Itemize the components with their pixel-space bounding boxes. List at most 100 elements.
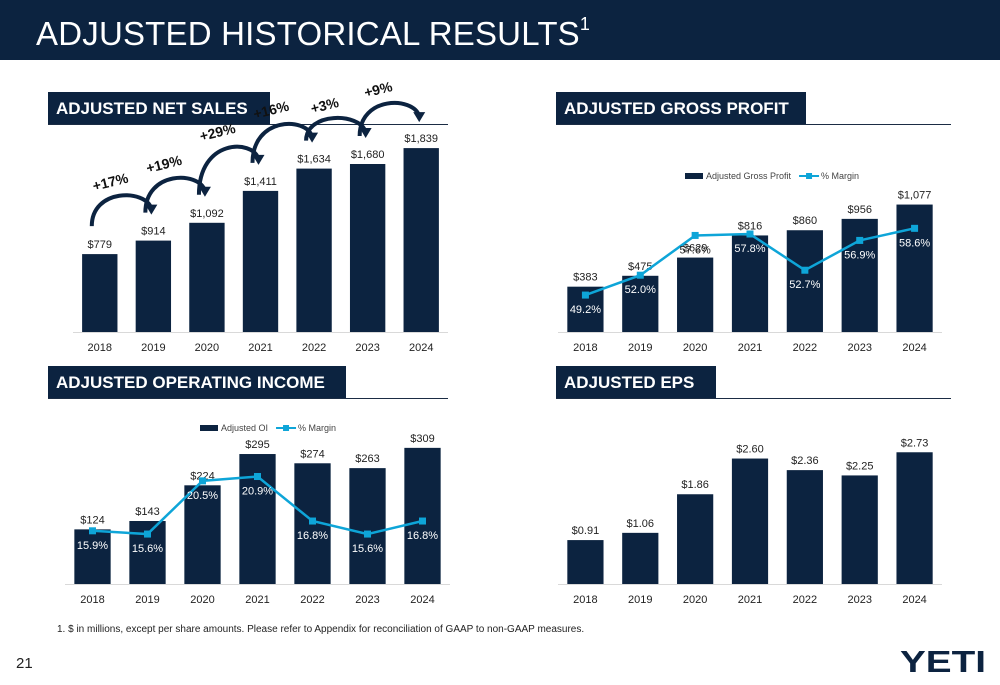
bar-2023 bbox=[841, 475, 878, 584]
margin-point-2022 bbox=[309, 517, 316, 525]
x-tick-label-2023: 2023 bbox=[847, 342, 871, 354]
bar-value-label-2024: $1,077 bbox=[898, 190, 932, 202]
net-sales-header: ADJUSTED NET SALES bbox=[48, 92, 270, 125]
x-tick-label-2023: 2023 bbox=[355, 342, 379, 354]
bar-value-label-2021: $295 bbox=[245, 439, 269, 451]
title-bar: ADJUSTED HISTORICAL RESULTS1 bbox=[0, 0, 1000, 60]
growth-arrowhead-2020 bbox=[198, 186, 211, 197]
margin-label-2024: 58.6% bbox=[899, 237, 930, 249]
x-tick-label-2021: 2021 bbox=[248, 342, 272, 354]
margin-point-2023 bbox=[364, 530, 371, 538]
bar-value-label-2023: $2.25 bbox=[846, 460, 874, 472]
title-footnote-marker: 1 bbox=[579, 14, 591, 34]
bar-value-label-2021: $1,411 bbox=[244, 176, 277, 188]
x-tick-label-2021: 2021 bbox=[738, 594, 762, 606]
x-tick-label-2022: 2022 bbox=[302, 342, 326, 354]
margin-label-2019: 15.6% bbox=[132, 543, 163, 555]
x-tick-label-2022: 2022 bbox=[793, 594, 817, 606]
eps-chart: $0.91 2018 $1.06 2019 $1.86 2020 $2.60 2021 $2.3… bbox=[558, 437, 942, 606]
bar-value-label-2020: $629 bbox=[683, 243, 707, 255]
bar-value-label-2024: $309 bbox=[410, 433, 434, 445]
margin-label-2024: 16.8% bbox=[407, 530, 438, 542]
x-tick-label-2020: 2020 bbox=[195, 342, 219, 354]
bar-value-label-2022: $860 bbox=[793, 215, 817, 227]
bar-value-label-2021: $816 bbox=[738, 220, 762, 232]
footnote: 1. $ in millions, except per share amoun… bbox=[57, 624, 585, 635]
yeti-logo-text: YETI bbox=[900, 644, 986, 676]
page-number: 21 bbox=[16, 655, 33, 672]
x-tick-label-2024: 2024 bbox=[902, 342, 926, 354]
x-tick-label-2020: 2020 bbox=[683, 342, 707, 354]
operating-income-header: ADJUSTED OPERATING INCOME bbox=[48, 366, 346, 399]
x-tick-label-2019: 2019 bbox=[628, 342, 652, 354]
margin-point-2018 bbox=[89, 527, 96, 535]
margin-point-2020 bbox=[691, 231, 699, 239]
bar-value-label-2018: $0.91 bbox=[572, 525, 600, 537]
growth-arrowhead-2022 bbox=[306, 132, 319, 143]
x-tick-label-2024: 2024 bbox=[410, 594, 434, 606]
margin-label-2020: 57.6% bbox=[680, 244, 711, 256]
bar-2018 bbox=[82, 254, 118, 332]
x-tick-label-2018: 2018 bbox=[88, 342, 112, 354]
legend-swatch-bars bbox=[200, 425, 218, 431]
legend-label-bars: Adjusted Gross Profit bbox=[706, 171, 792, 181]
margin-label-2023: 15.6% bbox=[352, 543, 383, 555]
x-tick-label-2021: 2021 bbox=[245, 594, 269, 606]
bar-value-label-2023: $956 bbox=[847, 204, 871, 216]
growth-arrow-2024 bbox=[357, 101, 422, 137]
x-tick-label-2018: 2018 bbox=[80, 594, 104, 606]
margin-label-2018: 15.9% bbox=[77, 540, 108, 552]
bar-2023 bbox=[349, 468, 386, 584]
margin-label-2022: 16.8% bbox=[297, 530, 328, 542]
margin-label-2021: 20.9% bbox=[242, 486, 273, 498]
bar-value-label-2022: $2.36 bbox=[791, 455, 819, 467]
bar-value-label-2019: $914 bbox=[141, 226, 165, 238]
bar-2022 bbox=[296, 168, 332, 332]
legend-label-line: % Margin bbox=[821, 171, 859, 181]
net-sales-chart: $779 2018 $914 2019 $1,092 2020 $1,411 2021 $1,6… bbox=[73, 78, 448, 354]
bar-2020 bbox=[184, 485, 221, 584]
bar-2022 bbox=[786, 230, 823, 332]
bar-2024 bbox=[404, 447, 441, 584]
margin-point-2020 bbox=[199, 477, 206, 485]
bar-2021 bbox=[242, 190, 279, 332]
margin-point-2021 bbox=[746, 230, 754, 238]
bar-value-label-2022: $274 bbox=[300, 448, 324, 460]
net-sales-header-rule bbox=[48, 124, 448, 125]
margin-label-2020: 20.5% bbox=[187, 490, 218, 502]
growth-arrowhead-2023 bbox=[359, 128, 372, 138]
gross-profit-header: ADJUSTED GROSS PROFIT bbox=[556, 92, 806, 125]
growth-label-2019: +17% bbox=[91, 169, 131, 193]
bar-value-label-2018: $124 bbox=[80, 514, 104, 526]
bar-2024 bbox=[403, 148, 439, 332]
bar-2020 bbox=[677, 257, 714, 332]
x-tick-label-2018: 2018 bbox=[573, 342, 597, 354]
legend-swatch-bars bbox=[685, 173, 703, 179]
growth-label-2024: +9% bbox=[362, 78, 394, 101]
margin-point-2019 bbox=[636, 271, 644, 279]
margin-label-2018: 49.2% bbox=[570, 304, 601, 316]
legend-label-line: % Margin bbox=[298, 423, 336, 433]
operating-income-header-rule bbox=[48, 398, 448, 399]
growth-label-2023: +3% bbox=[309, 94, 341, 117]
legend-swatch-line-marker bbox=[806, 173, 813, 179]
bar-2024 bbox=[896, 204, 933, 332]
margin-label-2021: 57.8% bbox=[734, 243, 765, 255]
bar-value-label-2018: $779 bbox=[88, 239, 112, 251]
bar-value-label-2020: $1.86 bbox=[681, 479, 709, 491]
bar-value-label-2024: $1,839 bbox=[404, 133, 438, 145]
bar-value-label-2018: $383 bbox=[573, 272, 597, 284]
x-tick-label-2019: 2019 bbox=[628, 594, 652, 606]
bar-2023 bbox=[349, 164, 386, 332]
bar-2021 bbox=[731, 235, 769, 332]
bar-2018 bbox=[567, 540, 604, 584]
growth-arrowhead-2019 bbox=[145, 204, 158, 215]
x-tick-label-2018: 2018 bbox=[573, 594, 597, 606]
growth-arrowhead-2021 bbox=[252, 154, 265, 165]
bar-2019 bbox=[622, 532, 659, 584]
margin-label-2019: 52.0% bbox=[625, 284, 656, 296]
bar-2024 bbox=[896, 452, 933, 584]
eps-header-rule bbox=[556, 398, 951, 399]
x-tick-label-2022: 2022 bbox=[793, 342, 817, 354]
bar-2018 bbox=[74, 529, 111, 584]
